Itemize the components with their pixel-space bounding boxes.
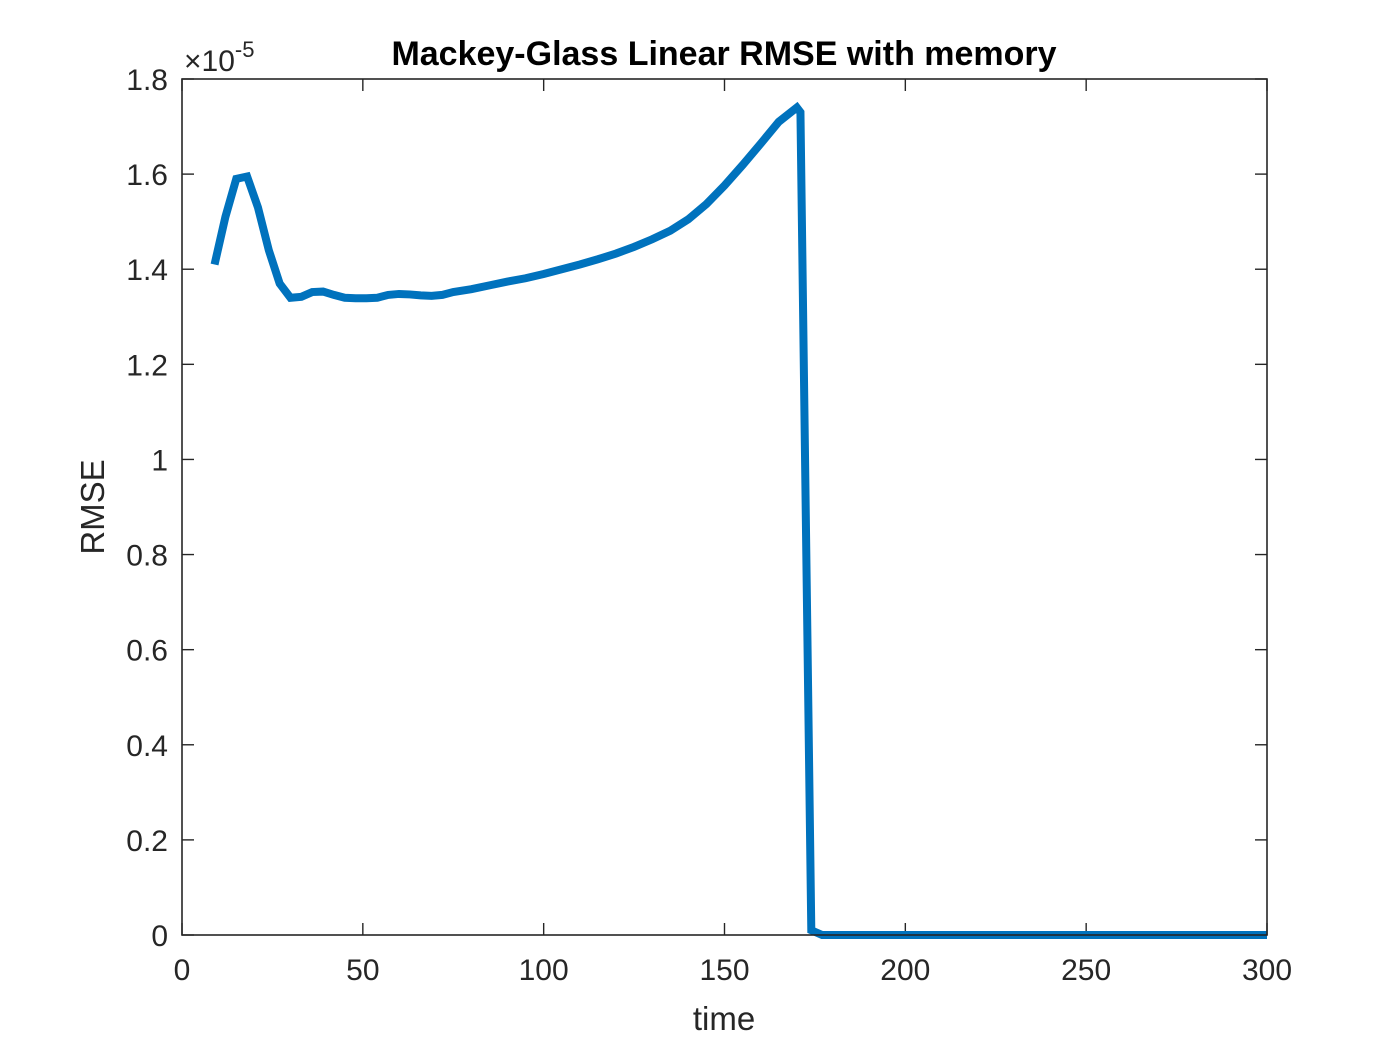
- y-tick-label: 1.6: [126, 159, 168, 192]
- x-tick-label: 200: [880, 954, 930, 987]
- plot-area-frame: [181, 78, 1268, 936]
- data-layer: [210, 101, 1267, 939]
- y-tick-label: 0.2: [126, 825, 168, 858]
- y-tick-label: 0.4: [126, 730, 168, 763]
- y-tick-label: 0.8: [126, 540, 168, 573]
- labels-layer: Mackey-Glass Linear RMSE with memory tim…: [74, 35, 1057, 1037]
- y-exponent-power: -5: [235, 37, 255, 62]
- x-tick-label: 250: [1061, 954, 1111, 987]
- y-tick-label: 0.6: [126, 635, 168, 668]
- x-tick-label: 0: [174, 954, 191, 987]
- y-axis-label: RMSE: [74, 459, 111, 554]
- y-exponent-base: ×10: [184, 45, 235, 78]
- x-tick-label: 100: [519, 954, 569, 987]
- x-tick-label: 300: [1242, 954, 1292, 987]
- plot-area-background: [182, 79, 1267, 935]
- chart-title: Mackey-Glass Linear RMSE with memory: [391, 35, 1056, 73]
- y-tick-label: 1: [151, 444, 168, 477]
- x-axis-label: time: [693, 1000, 755, 1037]
- x-tick-label: 150: [699, 954, 749, 987]
- y-tick-label: 1.4: [126, 254, 168, 287]
- ticks-layer: 0 50 100 150 200 250 300 0 0.2 0.4 0.6 0.8 1 1.2 1.4 1.…: [126, 64, 1292, 987]
- y-tick-label: 1.8: [126, 64, 168, 97]
- y-tick-label: 0: [151, 920, 168, 953]
- y-exponent-label: ×10-5: [184, 37, 254, 78]
- y-tick-label: 1.2: [126, 349, 168, 382]
- series-line: [210, 101, 1267, 939]
- x-tick-label: 50: [346, 954, 379, 987]
